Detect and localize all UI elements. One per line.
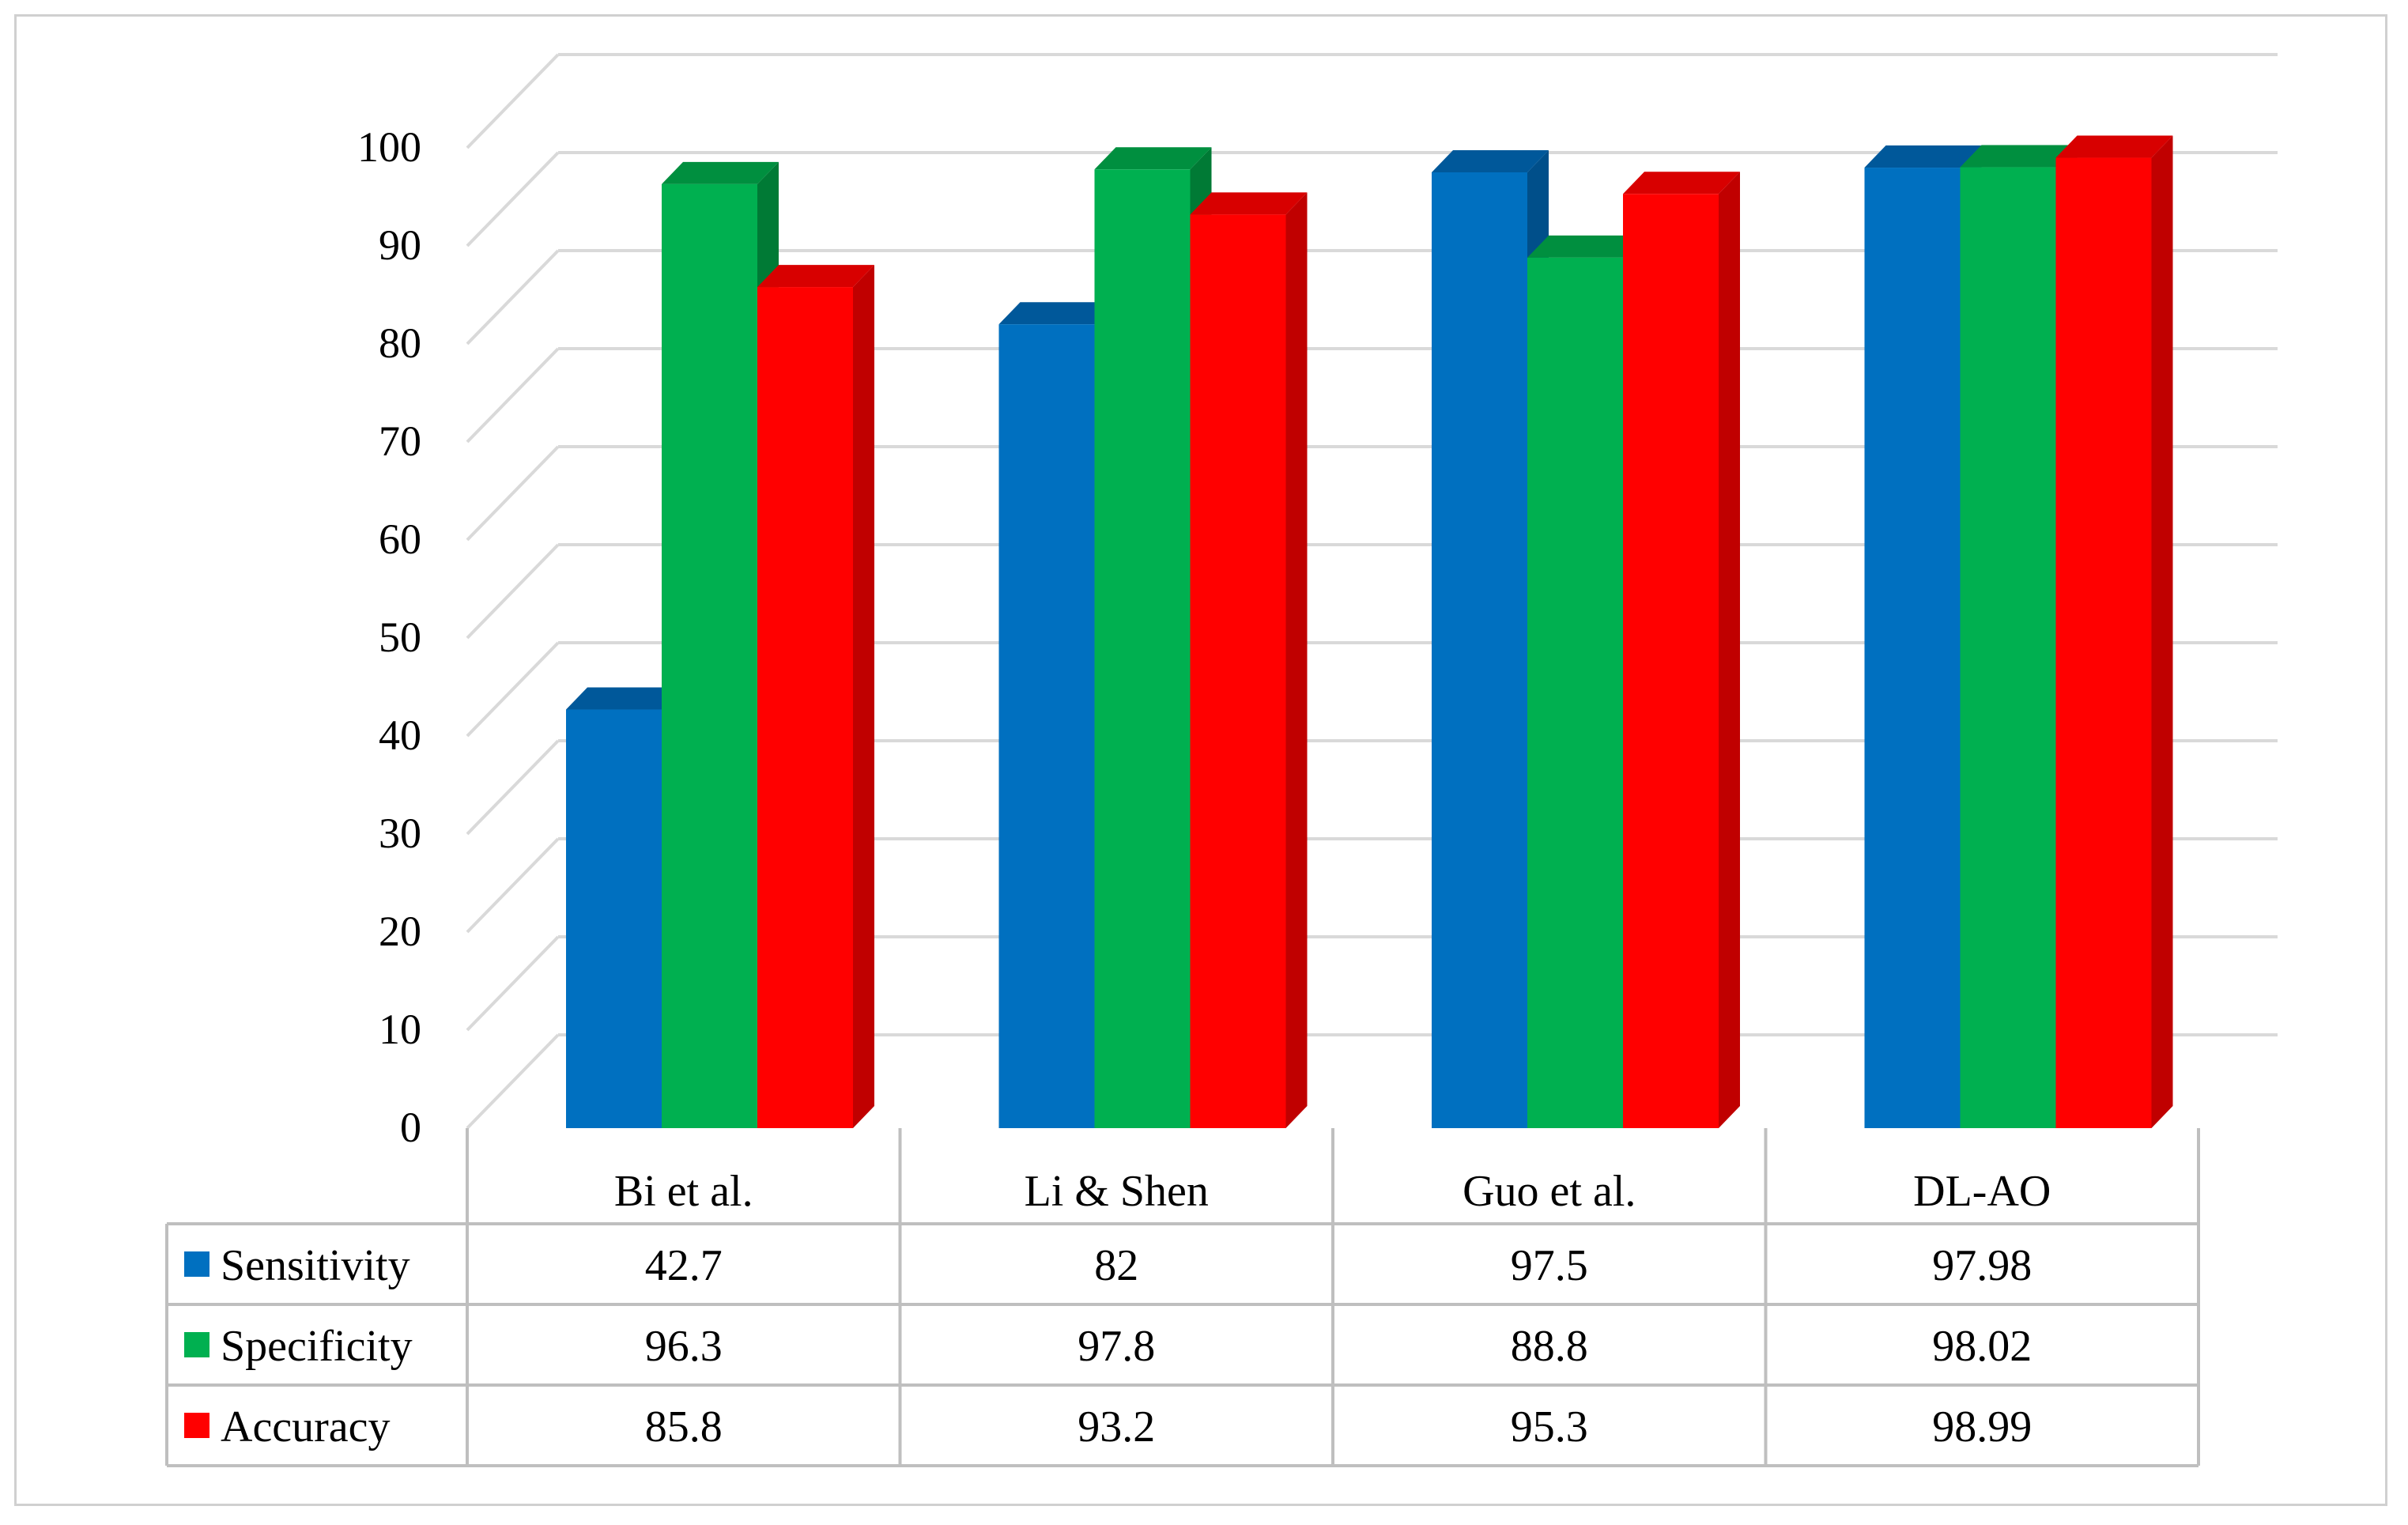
gridline-diagonal <box>466 641 560 738</box>
y-tick-label: 60 <box>379 515 421 563</box>
data-label-specificity: 98.02 <box>1932 1322 2032 1371</box>
data-label-sensitivity: 42.7 <box>645 1241 723 1290</box>
bar-top-face <box>1190 192 1308 215</box>
bar-side-face <box>853 265 874 1129</box>
bar-side-face <box>1285 192 1308 1128</box>
legend-label-sensitivity: Sensitivity <box>221 1241 410 1290</box>
bar-front-face <box>998 324 1095 1128</box>
gridline-diagonal <box>466 151 560 247</box>
y-tick-label: 100 <box>357 123 421 171</box>
data-label-sensitivity: 82 <box>1094 1241 1138 1290</box>
bar-front-face <box>566 709 662 1128</box>
gridline-diagonal <box>466 249 560 345</box>
bar-front-face <box>2055 157 2152 1128</box>
bar-top-face <box>1527 235 1644 258</box>
bar-top-face <box>998 302 1116 325</box>
data-label-accuracy: 95.3 <box>1511 1402 1588 1451</box>
y-tick-label: 30 <box>379 810 421 857</box>
bar-accuracy-guo-et-al <box>1623 172 1740 1128</box>
y-tick-label: 70 <box>379 417 421 465</box>
bar-side-face <box>1719 172 1740 1128</box>
bar-top-face <box>1432 150 1549 172</box>
category-label: Li & Shen <box>1025 1167 1209 1216</box>
legend-swatch-sensitivity <box>184 1251 209 1277</box>
bar-top-face <box>1864 145 1982 168</box>
bar-front-face <box>1094 169 1191 1128</box>
category-label: Bi et al. <box>614 1167 753 1216</box>
data-label-specificity: 96.3 <box>645 1322 723 1371</box>
bar-front-face <box>662 183 757 1128</box>
category-label: DL-AO <box>1913 1167 2051 1216</box>
bar-front-face <box>1190 214 1286 1128</box>
y-tick-label: 80 <box>379 319 421 367</box>
y-tick-label: 40 <box>379 712 421 759</box>
gridline-diagonal <box>466 347 560 444</box>
gridline-diagonal <box>466 543 560 640</box>
bar-front-face <box>1960 167 2056 1128</box>
bar-front-face <box>1623 194 1719 1128</box>
bar-front-face <box>1432 172 1527 1128</box>
data-label-accuracy: 93.2 <box>1078 1402 1155 1451</box>
bar-top-face <box>662 161 779 184</box>
legend-label-specificity: Specificity <box>221 1322 413 1371</box>
gridline-diagonal <box>466 935 560 1032</box>
gridline-diagonal <box>466 53 560 149</box>
y-tick-label: 50 <box>379 613 421 661</box>
gridline-diagonal <box>466 445 560 542</box>
data-label-specificity: 88.8 <box>1511 1322 1588 1371</box>
gridline-diagonal <box>466 739 560 836</box>
bar-side-face <box>2151 135 2173 1128</box>
data-label-specificity: 97.8 <box>1078 1322 1155 1371</box>
y-tick-label: 90 <box>379 221 421 269</box>
category-label: Guo et al. <box>1463 1167 1636 1216</box>
legend-swatch-specificity <box>184 1332 209 1357</box>
data-label-accuracy: 85.8 <box>645 1402 723 1451</box>
bar-front-face <box>1527 257 1623 1128</box>
legend-swatch-accuracy <box>184 1413 209 1438</box>
chart-frame: 0 10 20 30 40 50 60 70 80 90 100 Bi et al. Li & She… <box>14 14 2387 1506</box>
data-label-sensitivity: 97.98 <box>1932 1241 2032 1290</box>
bar-accuracy-li-shen <box>1190 192 1308 1128</box>
bar-top-face <box>566 687 683 710</box>
y-axis-ticks: 0 10 20 30 40 50 60 70 80 90 100 <box>357 123 421 1151</box>
y-tick-label: 0 <box>400 1104 421 1151</box>
bar-accuracy-dl-ao <box>2055 135 2173 1128</box>
bar-top-face <box>1960 145 2078 168</box>
bar-top-face <box>1094 147 1212 170</box>
data-label-accuracy: 98.99 <box>1932 1402 2032 1451</box>
y-tick-label: 20 <box>379 908 421 955</box>
gridline-diagonal <box>466 837 560 934</box>
data-table: Bi et al. Li & Shen Guo et al. DL-AO Sensiti… <box>165 1128 2200 1467</box>
bars <box>566 135 2173 1129</box>
gridline-diagonal <box>466 1033 560 1130</box>
chart-svg: 0 10 20 30 40 50 60 70 80 90 100 Bi et al. Li & She… <box>165 53 2278 1467</box>
bar-top-face <box>757 265 874 288</box>
bar-top-face <box>1623 172 1740 194</box>
data-label-sensitivity: 97.5 <box>1511 1241 1588 1290</box>
bar-top-face <box>2055 135 2173 158</box>
bar-accuracy-bi-et-al <box>757 265 874 1129</box>
y-tick-label: 10 <box>379 1006 421 1053</box>
bar-front-face <box>1864 168 1961 1129</box>
bar-front-face <box>757 287 853 1129</box>
legend-label-accuracy: Accuracy <box>221 1402 391 1451</box>
